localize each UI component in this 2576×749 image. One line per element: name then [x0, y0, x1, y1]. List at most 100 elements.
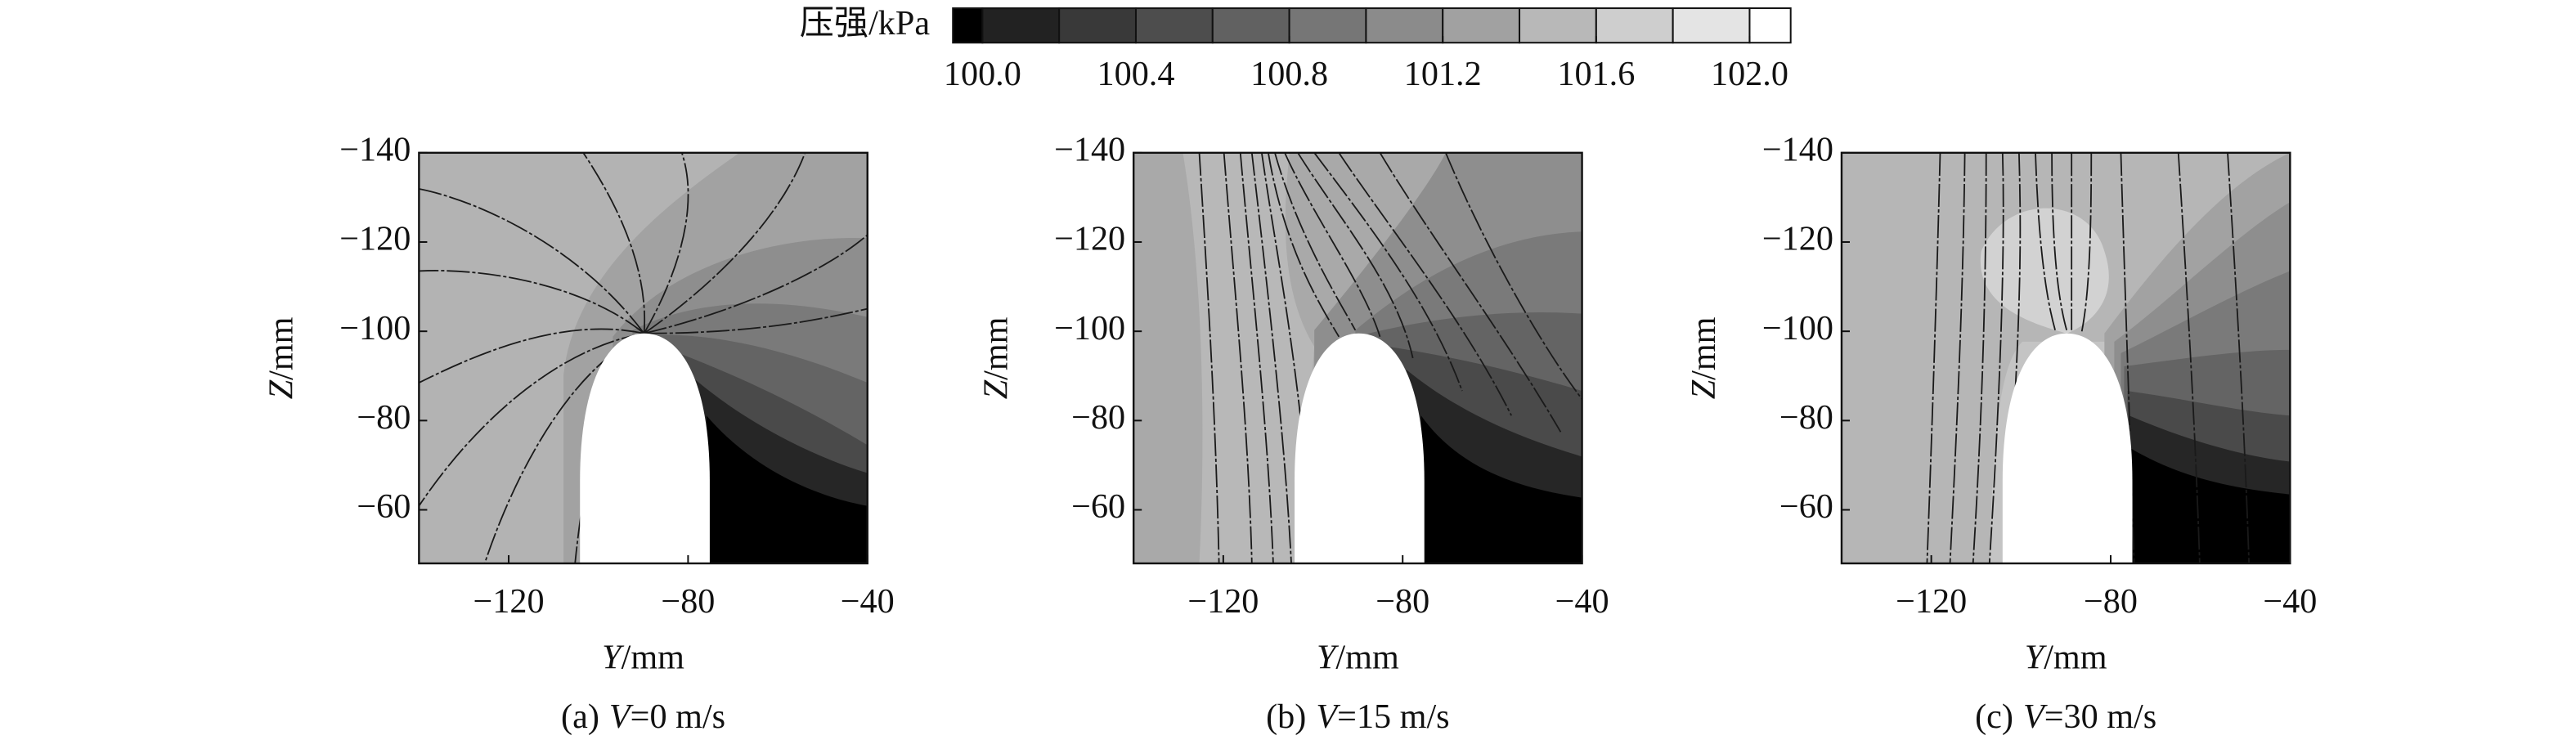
caption-variable: V	[2023, 697, 2048, 736]
y-tick-label: −120	[339, 220, 411, 258]
streamline	[644, 234, 868, 334]
streamline	[2051, 152, 2068, 331]
plot-area	[1841, 152, 2291, 564]
colorbar-swatch	[1288, 7, 1367, 44]
x-axis-label-unit: /mm	[1335, 638, 1399, 676]
x-axis-label: Y/mm	[2025, 638, 2107, 676]
streamline	[1338, 152, 1513, 416]
streamline	[1198, 152, 1220, 564]
streamline	[582, 152, 646, 334]
y-axis-label: Z/mm	[262, 316, 300, 399]
x-axis-label-variable: Y	[2025, 638, 2048, 676]
caption-variable: V	[609, 697, 634, 736]
pressure-contour	[2130, 448, 2291, 564]
x-axis-label-unit: /mm	[2044, 638, 2107, 676]
caption-label: (c)	[1975, 697, 2013, 736]
y-tick-label: −140	[1762, 131, 1833, 169]
caption-variable: V	[1316, 697, 1340, 736]
streamline	[1284, 152, 1381, 338]
streamline	[643, 152, 689, 334]
y-axis-label-unit: /mm	[1685, 316, 1723, 380]
colorbar-label: 压强/kPa	[800, 4, 931, 43]
probe-body	[580, 333, 710, 564]
plot-frame	[1132, 151, 1583, 565]
y-tick-label: −100	[1762, 309, 1833, 348]
streamline	[1274, 152, 1357, 331]
x-tick-label: −80	[2084, 582, 2138, 621]
caption-value: =15 m/s	[1337, 697, 1449, 736]
streamline	[1239, 152, 1274, 564]
streamline	[1988, 152, 2004, 564]
colorbar-swatch	[981, 7, 1061, 44]
streamline	[2080, 152, 2093, 334]
y-tick-label: −80	[1779, 398, 1833, 437]
x-axis-label-variable: Y	[602, 638, 625, 676]
colorbar-tick-label: 100.0	[944, 55, 1021, 93]
x-axis-label-unit: /mm	[622, 638, 685, 676]
caption-value: =0 m/s	[631, 697, 725, 736]
streamline	[2227, 152, 2251, 564]
caption-label: (a)	[561, 697, 599, 736]
pressure-contour	[706, 415, 868, 564]
colorbar-swatch	[1748, 7, 1792, 44]
y-axis-label-variable: Z	[262, 379, 300, 399]
streamline	[1445, 152, 1583, 400]
x-tick-label: −40	[2263, 582, 2317, 621]
y-tick-label: −100	[1054, 309, 1125, 348]
panel-caption: (a) V=0 m/s	[561, 697, 725, 736]
x-axis-label-variable: Y	[1317, 638, 1340, 676]
y-axis-label: Z/mm	[976, 316, 1015, 399]
streamline	[483, 335, 641, 564]
y-tick-label: −60	[357, 487, 411, 526]
colorbar-tick-label: 101.6	[1557, 55, 1635, 93]
y-tick-label: −60	[1779, 487, 1833, 526]
pressure-contour	[1420, 415, 1582, 564]
streamline	[1313, 152, 1463, 392]
panel-caption: (b) V=15 m/s	[1266, 697, 1449, 736]
streamline	[418, 332, 644, 507]
streamline	[1297, 152, 1414, 359]
streamline	[1926, 152, 1941, 564]
streamline	[644, 307, 868, 334]
y-tick-label: −140	[339, 131, 411, 169]
colorbar-tick-label: 101.2	[1404, 55, 1482, 93]
x-tick-label: −120	[473, 582, 545, 621]
y-axis-label: Z/mm	[1685, 316, 1723, 399]
streamline	[1250, 152, 1292, 564]
x-tick-label: −120	[1896, 582, 1967, 621]
x-axis-label: Y/mm	[1317, 638, 1399, 676]
streamline	[644, 152, 806, 334]
plot-area	[418, 152, 868, 564]
plot-frame	[1840, 151, 2291, 565]
streamline	[2177, 152, 2201, 564]
colorbar-swatch	[1365, 7, 1444, 44]
colorbar-tick-label: 102.0	[1711, 55, 1788, 93]
y-tick-label: −80	[1071, 398, 1125, 437]
y-axis-label-unit: /mm	[262, 316, 300, 380]
streamline	[1223, 152, 1253, 564]
colorbar-swatch	[1134, 7, 1214, 44]
colorbar-swatch	[1672, 7, 1751, 44]
x-tick-label: −80	[1376, 582, 1429, 621]
x-tick-label: −120	[1187, 582, 1259, 621]
x-tick-label: −40	[1555, 582, 1609, 621]
probe-body	[1295, 333, 1425, 564]
x-tick-label: −80	[661, 582, 715, 621]
plot-frame	[418, 151, 868, 565]
x-axis-label: Y/mm	[602, 638, 684, 676]
streamline	[1379, 152, 1562, 433]
y-tick-label: −120	[1054, 220, 1125, 258]
y-axis-label-variable: Z	[976, 379, 1015, 399]
pressure-contour	[1980, 208, 2109, 334]
streamline	[1972, 152, 1987, 564]
colorbar-swatch	[1442, 7, 1521, 44]
streamline	[419, 188, 645, 334]
streamline	[418, 328, 644, 383]
y-tick-label: −80	[357, 398, 411, 437]
colorbar-swatch	[1519, 7, 1597, 44]
caption-label: (b)	[1266, 697, 1306, 736]
y-axis-label-variable: Z	[1685, 379, 1723, 399]
x-tick-label: −40	[841, 582, 895, 621]
